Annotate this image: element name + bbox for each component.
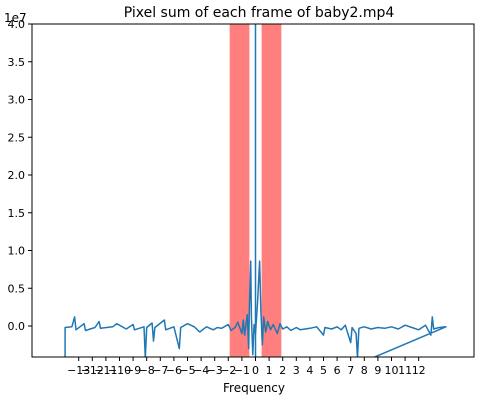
x-tick-label-0: −13 [67,364,90,377]
x-tick-label-18: 5 [320,364,327,377]
y-tick-label-4: 2.0 [8,169,26,182]
x-tick-label-4: −9 [125,364,141,377]
y-tick-label-7: 3.5 [8,56,26,69]
series-line-0 [64,260,447,357]
y-tick-label-2: 1.0 [8,245,26,258]
y-tick-label-3: 1.5 [8,207,26,220]
x-tick-label-24: 11 [398,364,412,377]
x-tick-label-8: −5 [179,364,195,377]
x-tick-label-13: 0 [252,364,259,377]
x-tick-label-17: 4 [306,364,313,377]
chart-title: Pixel sum of each frame of baby2.mp4 [124,5,395,21]
y-tick-label-8: 4.0 [8,18,26,31]
x-tick-label-25: 12 [412,364,426,377]
x-tick-label-15: 2 [279,364,286,377]
x-tick-label-14: 1 [266,364,273,377]
shaded-band-1 [261,24,282,357]
x-tick-label-20: 7 [347,364,354,377]
x-tick-label-6: −7 [152,364,168,377]
shaded-band-0 [229,24,250,357]
x-tick-label-22: 9 [374,364,381,377]
x-tick-label-9: −4 [193,364,209,377]
axes-frame [31,23,475,358]
x-tick-label-5: −8 [139,364,155,377]
y-multiplier-label: 1e7 [4,11,27,25]
x-tick-label-16: 3 [293,364,300,377]
y-tick-label-6: 3.0 [8,94,26,107]
x-tick-label-21: 8 [361,364,368,377]
x-tick-label-19: 6 [334,364,341,377]
x-tick-label-7: −6 [166,364,182,377]
x-tick-label-2: −11 [94,364,117,377]
x-tick-label-23: 10 [385,364,399,377]
y-tick-label-5: 2.5 [8,131,26,144]
x-tick-label-11: −2 [220,364,236,377]
y-tick-label-0: 0.0 [8,320,26,333]
x-axis-label: Frequency [223,381,285,395]
x-tick-label-1: −12 [81,364,104,377]
y-tick-label-1: 0.5 [8,282,26,295]
x-tick-label-10: −3 [207,364,223,377]
x-tick-label-3: −10 [108,364,131,377]
x-tick-label-12: −1 [234,364,250,377]
plot-area: 0.00.51.01.52.02.53.03.54.0−13−12−11−10−… [8,18,475,377]
